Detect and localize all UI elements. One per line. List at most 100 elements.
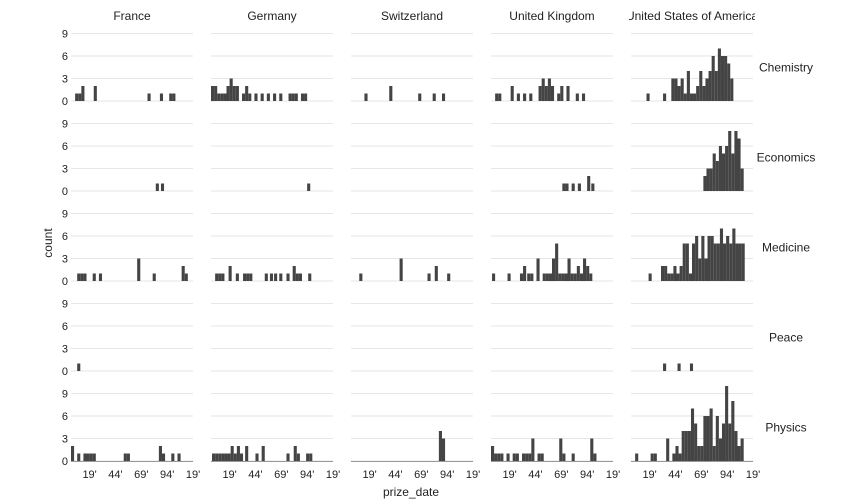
histogram-bar: [227, 453, 231, 461]
histogram-bar: [541, 78, 545, 101]
histogram-bar: [507, 273, 511, 281]
histogram-bar: [177, 453, 181, 461]
histogram-bar: [492, 273, 496, 281]
y-tick-label: 3: [62, 434, 68, 446]
x-tick-label: 94': [580, 469, 594, 481]
y-axis-title: count: [41, 228, 55, 258]
histogram-bar: [255, 453, 259, 461]
histogram-bar: [686, 71, 690, 101]
histogram-bar: [491, 446, 495, 461]
histogram-bar: [740, 168, 744, 191]
histogram-bar: [212, 453, 216, 461]
histogram-bar: [677, 86, 681, 101]
y-tick-label: 6: [62, 411, 68, 423]
x-tick-label: 44': [248, 469, 262, 481]
x-tick-label: 69': [414, 469, 428, 481]
histogram-bar: [288, 93, 292, 101]
histogram-bar: [181, 266, 185, 281]
histogram-bar: [215, 273, 219, 281]
histogram-bar: [230, 446, 234, 461]
histogram-bar: [235, 273, 239, 281]
histogram-bar: [715, 416, 719, 461]
x-axis-title: prize_date: [383, 485, 439, 499]
histogram-bar: [226, 86, 230, 101]
x-tick-label: 69': [134, 469, 148, 481]
histogram-bar: [545, 273, 549, 281]
histogram-bar: [692, 243, 696, 281]
histogram-bar: [660, 266, 665, 281]
histogram-bar: [78, 93, 82, 101]
x-tick-label: 44': [108, 469, 122, 481]
facet-label-country: France: [113, 9, 151, 23]
histogram-bar: [550, 86, 555, 101]
histogram-bar: [98, 273, 103, 281]
histogram-bar: [721, 153, 726, 191]
histogram-bar: [679, 266, 683, 281]
y-tick-label: 6: [62, 231, 68, 243]
histogram-bar: [497, 453, 501, 461]
x-tick-label: 94': [720, 469, 734, 481]
histogram-bar: [161, 453, 166, 461]
histogram-bar: [306, 453, 310, 461]
histogram-bar: [494, 453, 498, 461]
histogram-bar: [399, 258, 403, 281]
histogram-bar: [718, 438, 722, 461]
histogram-bar: [211, 86, 215, 101]
histogram-bar: [673, 266, 677, 281]
x-tick-label: 69': [554, 469, 568, 481]
histogram-bar: [364, 93, 368, 101]
x-tick-label: 94': [440, 469, 454, 481]
histogram-bar: [732, 228, 736, 281]
histogram-bar: [653, 453, 657, 461]
histogram-bar: [581, 93, 586, 101]
x-tick-label: 44': [528, 469, 542, 481]
histogram-bar: [587, 176, 591, 191]
histogram-bar: [671, 78, 675, 101]
histogram-bar: [697, 446, 701, 461]
histogram-bar: [664, 266, 668, 281]
histogram-bar: [147, 93, 151, 101]
histogram-bar: [712, 153, 716, 191]
y-tick-label: 0: [62, 276, 68, 288]
y-tick-label: 0: [62, 96, 68, 108]
histogram-bar: [279, 93, 283, 101]
x-tick-label: 19': [642, 469, 656, 481]
histogram-bar: [687, 431, 691, 461]
histogram-bar: [681, 431, 685, 461]
histogram-bar: [710, 236, 714, 281]
histogram-bar: [441, 438, 446, 461]
histogram-bar: [718, 146, 722, 191]
x-tick-label: 19': [326, 469, 340, 481]
histogram-bar: [576, 266, 580, 281]
histogram-bar: [77, 453, 81, 461]
histogram-bar: [171, 453, 175, 461]
histogram-bar: [591, 183, 595, 191]
histogram-bar: [703, 176, 707, 191]
x-tick-label: 19': [362, 469, 376, 481]
facet-label-category: Physics: [765, 420, 806, 434]
histogram-bar: [544, 86, 548, 101]
histogram-bar: [235, 86, 239, 101]
histogram-bar: [727, 63, 731, 101]
histogram-bar: [221, 273, 225, 281]
histogram-bar: [698, 258, 702, 281]
histogram-bar: [71, 446, 75, 461]
histogram-bar: [721, 423, 726, 461]
histogram-bar: [308, 273, 312, 281]
histogram-bar: [693, 93, 697, 101]
histogram-bar: [506, 453, 510, 461]
y-tick-label: 3: [62, 254, 68, 266]
x-tick-label: 19': [82, 469, 96, 481]
facet-label-category: Chemistry: [759, 60, 813, 74]
y-tick-label: 0: [62, 366, 68, 378]
histogram-bar: [434, 266, 438, 281]
histogram-bar: [701, 236, 705, 281]
histogram-bar: [286, 273, 290, 281]
histogram-bar: [300, 93, 305, 101]
histogram-bar: [593, 453, 597, 461]
histogram-bar: [586, 266, 590, 281]
histogram-bar: [291, 93, 295, 101]
x-tick-label: 19': [466, 469, 480, 481]
facet-label-category: Peace: [769, 330, 803, 344]
y-tick-label: 9: [62, 119, 68, 131]
